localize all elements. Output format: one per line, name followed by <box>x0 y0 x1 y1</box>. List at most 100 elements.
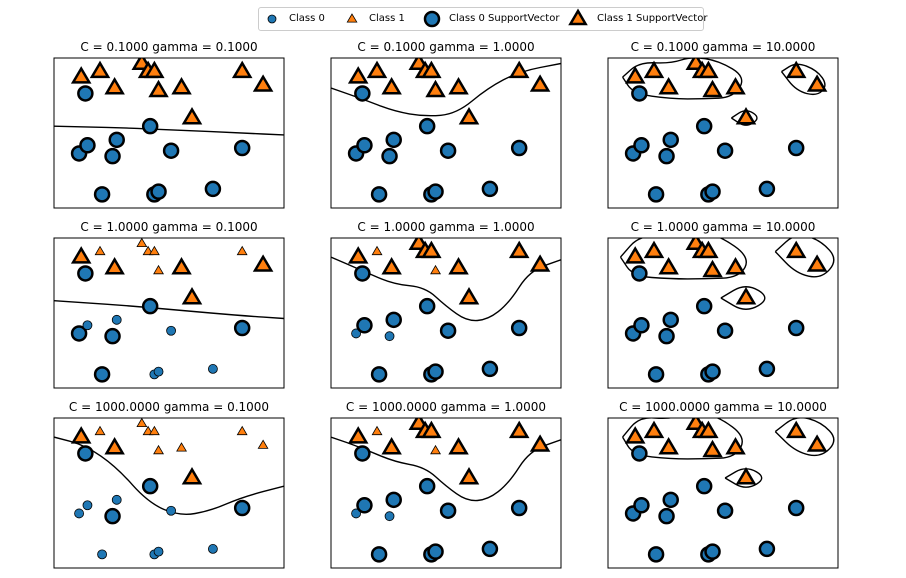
class0-support-vector <box>716 502 734 519</box>
decision-boundary <box>54 125 284 136</box>
class0-support-vector <box>510 319 528 337</box>
class1-support-vector <box>104 257 125 275</box>
class1-support-vector <box>806 74 828 92</box>
class0-support-vector <box>418 297 436 315</box>
decision-boundary <box>724 468 763 488</box>
class0-support-vector <box>662 491 679 509</box>
panel-title-4: C = 1.0000 gamma = 1.0000 <box>357 220 535 234</box>
panel-frame <box>53 417 285 569</box>
class0-point <box>111 494 122 505</box>
class0-support-vector <box>77 445 94 462</box>
class1-point <box>236 425 248 436</box>
legend-class0-marker <box>267 14 277 24</box>
class0-support-vector <box>716 322 734 339</box>
legend-label-2: Class 0 SupportVector <box>449 13 560 24</box>
class1-support-vector <box>702 259 723 278</box>
class1-support-vector <box>658 257 679 275</box>
panel-title-5: C = 1.0000 gamma = 10.0000 <box>630 220 816 234</box>
class0-support-vector <box>93 366 111 383</box>
panel-3 <box>53 237 285 389</box>
panel-boundaries-0 <box>54 125 284 136</box>
panel-1 <box>330 57 562 209</box>
panel-points-6 <box>70 418 269 560</box>
class1-support-vector <box>448 257 469 275</box>
decision-boundary <box>731 110 758 126</box>
class0-support-vector <box>385 131 402 149</box>
panel-boundaries-1 <box>331 62 561 117</box>
class1-support-vector <box>785 240 807 259</box>
class0-point <box>153 546 164 557</box>
class0-support-vector <box>150 183 167 200</box>
class1-support-vector <box>529 434 551 452</box>
decision-boundary <box>622 58 743 100</box>
class1-support-vector <box>643 420 665 439</box>
class0-point <box>82 320 93 331</box>
panel-title-6: C = 1000.0000 gamma = 0.1000 <box>68 400 270 414</box>
class0-support-vector <box>77 265 94 282</box>
class0-support-vector <box>695 117 713 135</box>
class1-support-vector <box>421 240 442 259</box>
class0-support-vector <box>204 180 222 198</box>
class0-support-vector <box>93 186 111 203</box>
class0-support-vector <box>662 131 679 149</box>
panel-frame <box>53 57 285 209</box>
panel-boundaries-2 <box>622 58 826 126</box>
panel-points-3 <box>70 238 274 383</box>
class1-support-vector <box>698 240 719 259</box>
class0-point <box>351 328 361 339</box>
class1-support-vector <box>658 437 679 455</box>
legend-label-1: Class 1 <box>369 13 405 24</box>
panel-frame <box>330 237 562 389</box>
class1-point <box>153 444 165 455</box>
panel-7 <box>330 417 562 569</box>
panel-points-1 <box>347 58 551 203</box>
class1-support-vector <box>624 426 646 444</box>
class0-support-vector <box>141 117 159 135</box>
class1-support-vector <box>529 74 551 92</box>
class1-support-vector <box>702 439 723 458</box>
legend-label-3: Class 1 SupportVector <box>597 13 708 24</box>
class0-support-vector <box>787 319 805 337</box>
panel-frame <box>330 57 562 209</box>
class0-support-vector <box>427 363 444 380</box>
class1-point <box>176 442 188 452</box>
class1-support-vector <box>381 437 402 455</box>
class0-support-vector <box>439 502 457 519</box>
class0-support-vector <box>385 491 402 509</box>
class1-support-vector <box>624 66 646 84</box>
class0-support-vector <box>104 507 121 525</box>
decision-boundary <box>774 238 835 278</box>
class1-support-vector <box>104 437 125 455</box>
class1-point <box>136 238 148 248</box>
class1-point <box>430 444 442 455</box>
panel-frame <box>607 57 839 209</box>
legend-class0-sv-marker <box>423 10 441 28</box>
class0-point <box>97 549 107 560</box>
class0-support-vector <box>418 477 436 495</box>
legend-class1-sv-marker <box>568 8 588 26</box>
legend-label-0: Class 0 <box>289 13 325 24</box>
class0-support-vector <box>141 477 159 495</box>
panel-points-2 <box>624 58 828 203</box>
decision-boundary <box>780 63 826 96</box>
class1-support-vector <box>366 60 388 79</box>
class0-point <box>208 364 218 374</box>
class1-point <box>236 245 248 256</box>
class0-support-vector <box>233 319 251 337</box>
panel-8 <box>607 417 839 569</box>
class1-support-vector <box>347 426 369 444</box>
class0-support-vector <box>481 540 499 558</box>
class0-support-vector <box>695 297 713 315</box>
class0-support-vector <box>704 363 721 380</box>
class1-support-vector <box>252 254 274 272</box>
decision-boundary <box>54 300 284 320</box>
decision-boundary <box>720 286 766 310</box>
panel-0 <box>53 57 285 209</box>
class0-support-vector <box>662 311 679 329</box>
class0-support-vector <box>104 327 121 345</box>
class0-support-vector <box>633 317 650 334</box>
class1-support-vector <box>89 60 111 79</box>
class1-support-vector <box>508 420 530 439</box>
class1-support-vector <box>735 287 757 305</box>
class1-support-vector <box>421 60 442 79</box>
